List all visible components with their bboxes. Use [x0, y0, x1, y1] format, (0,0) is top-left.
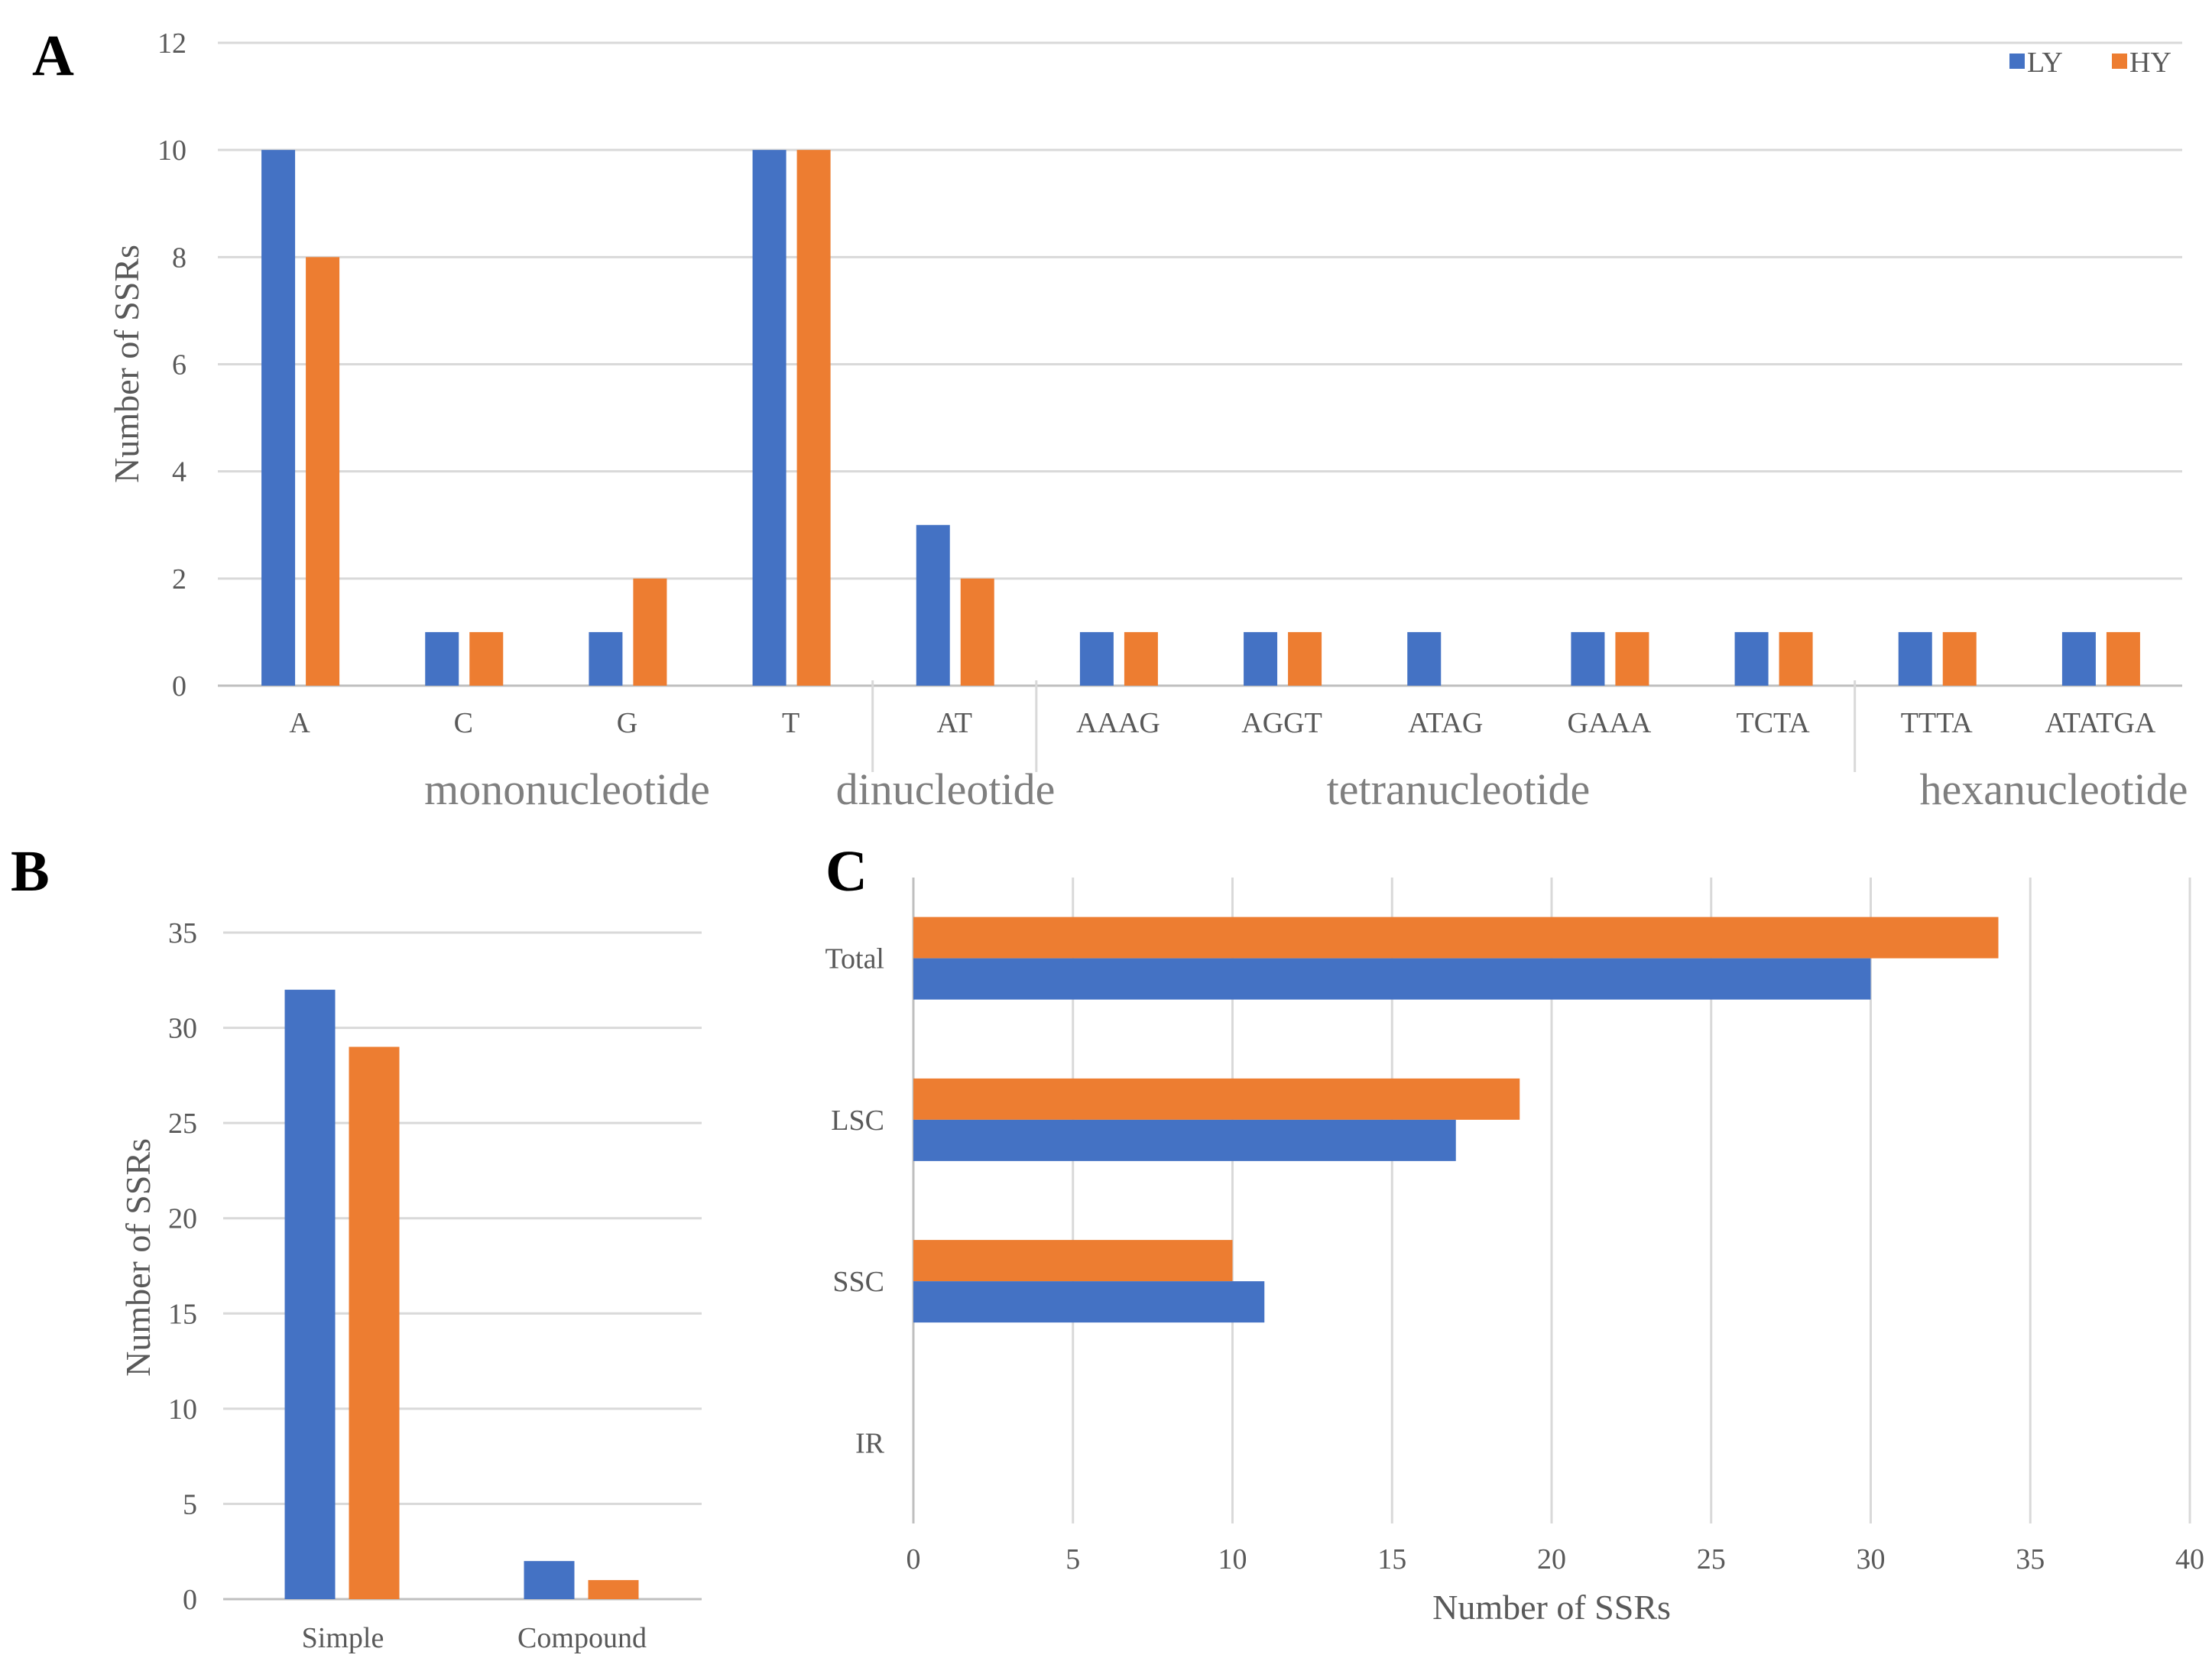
- x-tick-label-a: AGGT: [1241, 707, 1322, 739]
- bar-a-hy-tcta: [1779, 631, 1813, 686]
- x-tick-label-c: 15: [1377, 1543, 1406, 1575]
- bar-c-ly-lsc: [913, 1119, 1456, 1161]
- bar-b-hy-simple: [349, 1046, 400, 1599]
- y-tick-label-b: 5: [183, 1488, 197, 1520]
- bar-a-hy-aaag: [1124, 631, 1158, 686]
- legend-swatch-ly: [2009, 54, 2025, 69]
- x-tick-label-a: TCTA: [1736, 707, 1810, 739]
- panel-letter-c: C: [825, 839, 868, 904]
- y-tick-label-c: Total: [825, 943, 884, 975]
- group-label-a: dinucleotide: [836, 764, 1056, 814]
- y-tick-label-c: LSC: [831, 1105, 884, 1137]
- x-tick-label-c: 25: [1697, 1543, 1726, 1575]
- x-tick-label-c: 40: [2175, 1543, 2204, 1575]
- legend-swatch-hy: [2112, 54, 2127, 69]
- bar-b-hy-compound: [588, 1580, 639, 1599]
- y-tick-label-a: 0: [172, 670, 186, 702]
- bar-a-hy-t: [796, 150, 831, 686]
- x-tick-label-a: GAAA: [1568, 707, 1652, 739]
- x-tick-label-c: 30: [1857, 1543, 1886, 1575]
- x-tick-label-c: 20: [1537, 1543, 1566, 1575]
- bar-a-ly-aggt: [1244, 631, 1278, 686]
- bar-b-ly-simple: [284, 989, 336, 1599]
- x-tick-label-b: Compound: [517, 1622, 647, 1654]
- bar-c-hy-total: [913, 917, 1999, 959]
- bar-c-ly-ssc: [913, 1281, 1265, 1323]
- x-tick-label-a: T: [782, 707, 799, 739]
- panel-b-chart: 0 5 10 15 20 25 30 35 Simple Compound Number of SS…: [118, 917, 702, 1654]
- y-tick-label-c: SSC: [832, 1266, 884, 1298]
- bar-a-hy-a: [306, 257, 340, 686]
- y-tick-label-a: 4: [172, 456, 186, 488]
- bar-a-hy-ttta: [1942, 631, 1977, 686]
- x-tick-label-a: TTTA: [1901, 707, 1974, 739]
- bar-a-ly-at: [916, 524, 950, 686]
- bar-b-ly-compound: [524, 1561, 575, 1599]
- bar-a-hy-g: [633, 578, 667, 686]
- group-label-a: mononucleotide: [424, 764, 710, 814]
- y-tick-label-b: 0: [183, 1584, 197, 1616]
- bar-a-ly-tcta: [1734, 631, 1769, 686]
- bar-a-ly-ttta: [1898, 631, 1932, 686]
- x-tick-label-a: ATAG: [1408, 707, 1483, 739]
- y-tick-label-b: 20: [168, 1203, 197, 1235]
- panel-a-chart: 0 2 4 6 8 10 12 A C G T AT AAAG AGGT ATAG GAAA TCTA TTTA A…: [107, 28, 2188, 814]
- bar-c-hy-ssc: [913, 1240, 1233, 1282]
- legend-label-hy: HY: [2129, 47, 2171, 79]
- y-tick-label-a: 8: [172, 242, 186, 274]
- bar-a-ly-c: [425, 631, 459, 686]
- x-tick-label-c: 35: [2016, 1543, 2045, 1575]
- bar-a-hy-aggt: [1288, 631, 1322, 686]
- bar-a-hy-at: [960, 578, 994, 686]
- bar-a-hy-atatga: [2106, 631, 2140, 686]
- panel-letter-b: B: [11, 839, 50, 904]
- bar-a-ly-t: [752, 150, 787, 686]
- y-tick-label-b: 30: [168, 1013, 197, 1045]
- legend: LY HY: [2009, 47, 2171, 79]
- x-tick-label-a: C: [454, 707, 473, 739]
- x-tick-label-b: Simple: [302, 1622, 384, 1654]
- legend-label-ly: LY: [2027, 47, 2063, 79]
- y-tick-label-c: IR: [855, 1427, 885, 1459]
- bar-a-ly-aaag: [1079, 631, 1114, 686]
- bar-c-ly-total: [913, 958, 1871, 1000]
- bar-a-ly-g: [589, 631, 623, 686]
- group-label-a: tetranucleotide: [1327, 764, 1591, 814]
- y-axis-title-b: Number of SSRs: [118, 1138, 157, 1377]
- x-tick-label-a: AAAG: [1076, 707, 1160, 739]
- bar-a-hy-c: [469, 631, 504, 686]
- x-axis-title-c: Number of SSRs: [1432, 1588, 1671, 1627]
- y-tick-label-a: 6: [172, 349, 186, 381]
- group-label-a: hexanucleotide: [1919, 764, 2188, 814]
- bar-a-ly-a: [261, 150, 296, 686]
- panel-c-chart: 0 5 10 15 20 25 30 35 40 Total LSC SSC IR Number of S…: [825, 878, 2204, 1627]
- bar-a-ly-gaaa: [1571, 631, 1605, 686]
- panel-letter-a: A: [32, 24, 74, 88]
- bar-a-hy-gaaa: [1615, 631, 1649, 686]
- bar-a-ly-atag: [1407, 631, 1442, 686]
- x-tick-label-a: AT: [937, 707, 972, 739]
- y-tick-label-b: 25: [168, 1108, 197, 1140]
- y-tick-label-b: 15: [168, 1298, 197, 1330]
- x-tick-label-a: ATATGA: [2045, 707, 2156, 739]
- y-axis-title-a: Number of SSRs: [107, 245, 146, 483]
- y-tick-label-a: 12: [157, 28, 186, 60]
- x-tick-label-a: G: [617, 707, 637, 739]
- y-tick-label-b: 10: [168, 1394, 197, 1426]
- x-tick-label-c: 0: [907, 1543, 921, 1575]
- y-tick-label-a: 10: [157, 135, 186, 167]
- x-tick-label-a: A: [289, 707, 310, 739]
- x-tick-label-c: 5: [1065, 1543, 1080, 1575]
- x-tick-label-c: 10: [1218, 1543, 1247, 1575]
- bar-c-hy-lsc: [913, 1078, 1520, 1120]
- bar-a-ly-atatga: [2061, 631, 2096, 686]
- y-tick-label-a: 2: [172, 563, 186, 595]
- y-tick-label-b: 35: [168, 917, 197, 949]
